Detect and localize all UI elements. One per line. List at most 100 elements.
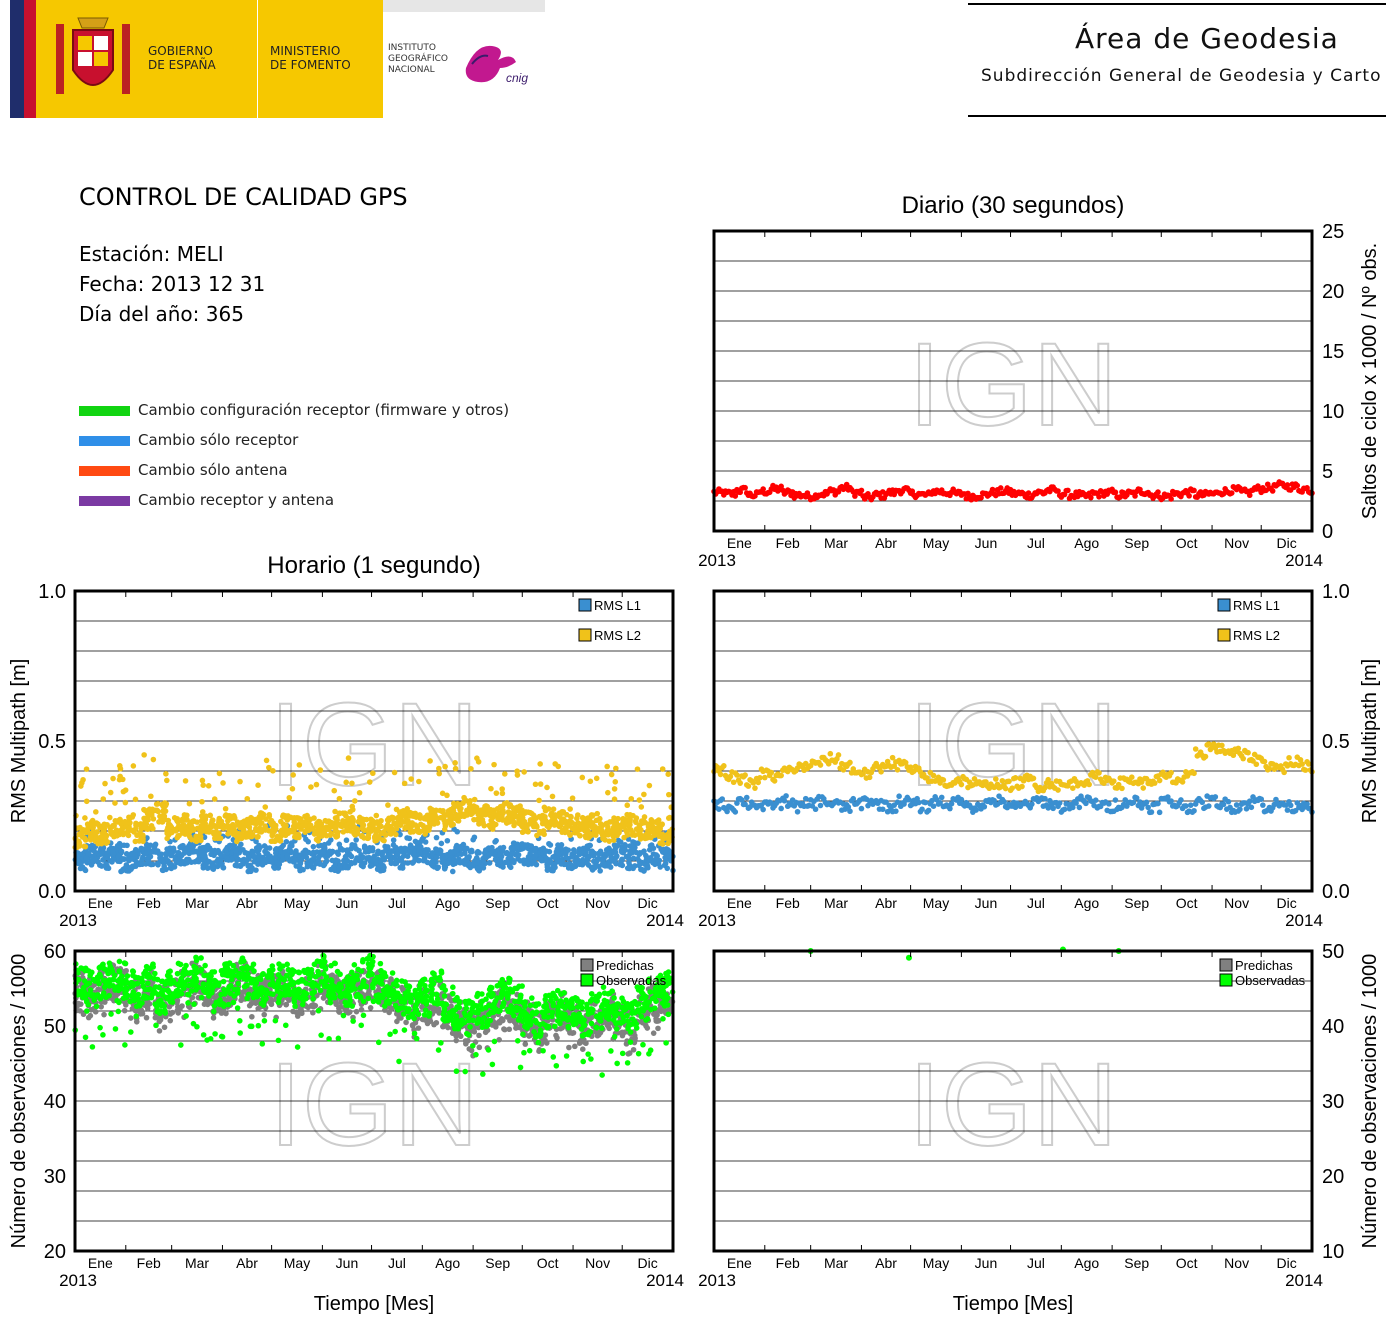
data-point: [100, 857, 106, 863]
data-point: [200, 862, 207, 869]
data-point: [141, 752, 147, 758]
data-point: [327, 832, 334, 838]
data-point: [147, 849, 154, 856]
data-point: [422, 829, 429, 836]
data-point: [124, 842, 130, 849]
chart-title: Diario (30 segundos): [902, 192, 1125, 219]
data-point: [437, 847, 444, 854]
data-point: [176, 860, 182, 866]
data-point: [812, 806, 819, 813]
data-point: [978, 494, 984, 501]
data-point: [168, 862, 174, 868]
data-point: [328, 837, 334, 843]
data-point: [317, 767, 324, 773]
data-point: [878, 769, 884, 775]
data-point: [356, 789, 363, 796]
y-tick-label: 5: [1322, 461, 1333, 483]
data-point: [545, 865, 552, 872]
x-tick-label: Nov: [585, 895, 610, 911]
data-point: [75, 1000, 82, 1007]
data-point: [1002, 785, 1009, 792]
data-point: [852, 493, 858, 499]
data-point: [1140, 785, 1147, 791]
data-point: [658, 822, 665, 828]
data-point: [359, 825, 365, 832]
data-point: [429, 820, 436, 827]
data-point: [335, 851, 342, 857]
data-point: [130, 856, 136, 862]
data-point: [308, 850, 315, 857]
data-point: [216, 817, 222, 824]
data-point: [284, 852, 290, 859]
data-point: [1086, 781, 1092, 788]
data-point: [653, 852, 659, 858]
data-point: [146, 1001, 153, 1007]
data-point: [199, 822, 205, 829]
data-point: [385, 802, 391, 808]
data-point: [771, 778, 778, 784]
ign-logo-top: [383, 0, 545, 12]
x-tick-label: Abr: [236, 895, 258, 911]
data-point: [255, 847, 262, 854]
data-point: [108, 828, 114, 835]
data-point: [640, 849, 647, 855]
data-point: [734, 772, 740, 778]
data-point: [1156, 777, 1163, 784]
data-point: [164, 835, 170, 842]
data-point: [1088, 494, 1094, 501]
data-point: [190, 827, 196, 833]
data-point: [752, 785, 758, 791]
data-point: [496, 859, 503, 866]
data-point: [730, 779, 737, 786]
data-point: [600, 831, 606, 838]
data-point: [294, 1013, 301, 1019]
y-axis-label: RMS Multipath [m]: [1359, 659, 1381, 823]
data-point: [339, 847, 346, 853]
data-point: [464, 857, 470, 863]
data-point: [614, 842, 621, 849]
data-point: [519, 817, 526, 823]
data-point: [1294, 482, 1301, 489]
x-tick-label: Jul: [388, 895, 406, 911]
data-point: [1009, 785, 1015, 791]
data-point: [549, 812, 555, 819]
data-point: [1220, 801, 1227, 808]
data-point: [1212, 794, 1219, 800]
data-point: [827, 750, 834, 757]
area-title: Área de Geodesia: [1075, 22, 1339, 55]
data-point: [602, 863, 608, 869]
data-point: [385, 844, 391, 850]
data-point: [579, 774, 586, 781]
data-point: [1287, 802, 1294, 809]
data-point: [778, 805, 784, 812]
data-point: [345, 755, 352, 761]
x-tick-label: Abr: [875, 535, 897, 551]
data-point: [524, 858, 531, 865]
data-point: [523, 809, 529, 815]
data-point: [436, 770, 443, 777]
x-tick-label: May: [923, 895, 949, 911]
data-point: [223, 846, 229, 853]
watermark-text: IGN: [269, 1039, 479, 1171]
data-point: [119, 867, 126, 874]
data-point: [298, 866, 304, 872]
data-point: [531, 859, 537, 865]
data-point: [112, 800, 118, 806]
data-point: [90, 822, 97, 828]
x-tick-label: Mar: [185, 895, 209, 911]
x-tick-label: Sep: [485, 895, 510, 911]
data-point: [1187, 802, 1194, 808]
data-point: [511, 845, 518, 852]
data-point: [319, 849, 326, 855]
data-point: [453, 842, 460, 849]
data-point: [716, 806, 722, 812]
data-point: [394, 815, 401, 822]
data-point: [1219, 742, 1225, 749]
data-point: [110, 850, 117, 857]
x-tick-label: Oct: [1176, 895, 1198, 911]
data-point: [491, 811, 497, 818]
data-point: [127, 1015, 134, 1021]
data-point: [488, 785, 494, 792]
data-point: [958, 781, 965, 788]
data-point: [474, 755, 480, 761]
